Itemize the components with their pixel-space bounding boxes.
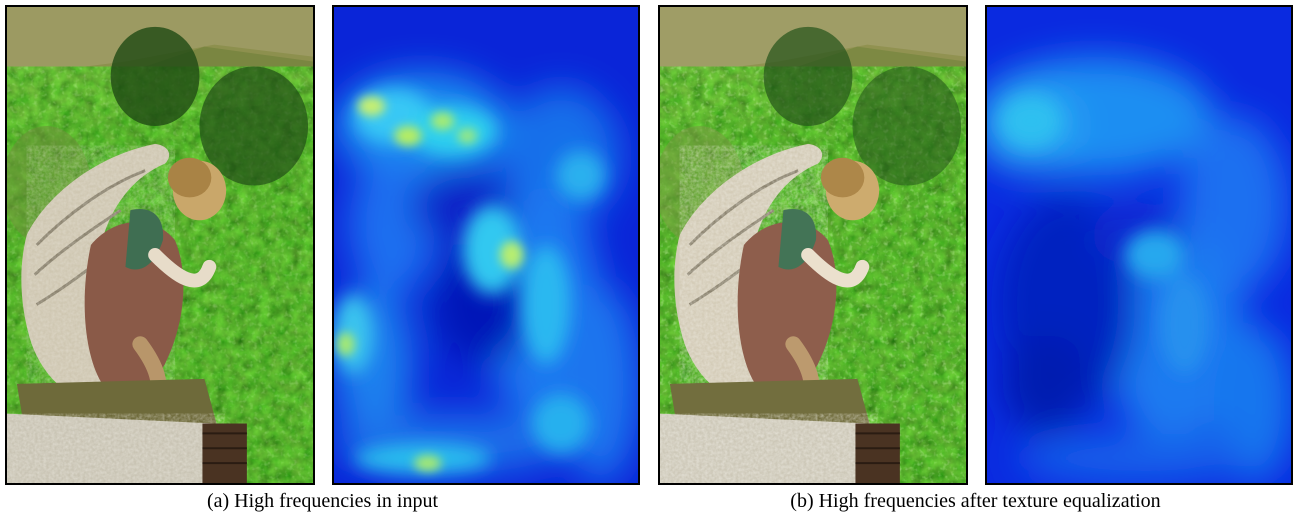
caption-b: (b) High frequencies after texture equal… (790, 490, 1161, 512)
equalized-photo-panel (658, 5, 968, 485)
frequency-heatmap-input (334, 7, 638, 483)
caption-a: (a) High frequencies in input (206, 490, 439, 512)
frequency-heatmap-equalized (987, 7, 1291, 483)
angel-statue-photo-equalized (660, 7, 966, 483)
angel-statue-photo (7, 7, 313, 483)
input-photo-panel (5, 5, 315, 485)
input-high-frequency-map (332, 5, 640, 485)
equalized-high-frequency-map (985, 5, 1293, 485)
